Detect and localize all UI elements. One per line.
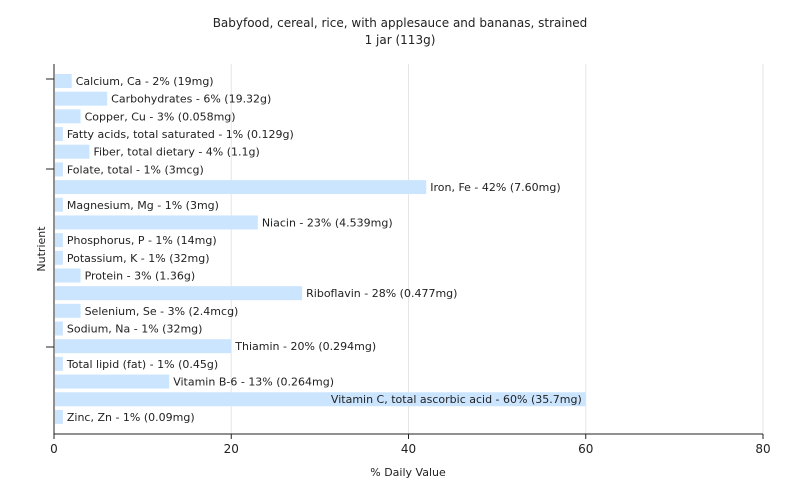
bar-label: Total lipid (fat) - 1% (0.45g) [66,358,218,371]
bar [55,286,303,301]
bar [55,127,63,142]
bar-labels: Calcium, Ca - 2% (19mg) Carbohydrates - 6… [66,75,582,424]
bar [55,180,427,195]
bar [55,91,108,106]
gridlines [230,64,764,434]
bar-label: Riboflavin - 28% (0.477mg) [306,287,457,300]
bar-label: Niacin - 23% (4.539mg) [262,216,393,229]
x-tick-label: 40 [401,442,416,456]
bar-label: Calcium, Ca - 2% (19mg) [76,75,214,88]
chart-title: Babyfood, cereal, rice, with applesauce … [213,16,588,30]
bar [55,233,63,248]
bar-label: Folate, total - 1% (3mcg) [67,163,204,176]
bar-label: Copper, Cu - 3% (0.058mg) [85,110,236,123]
bar-label: Iron, Fe - 42% (7.60mg) [430,181,560,194]
bar [55,250,63,265]
x-axis-title: % Daily Value [370,466,446,479]
bar-label: Vitamin B-6 - 13% (0.264mg) [173,376,334,389]
bar-label: Thiamin - 20% (0.294mg) [234,340,376,353]
bar-label: Selenium, Se - 3% (2.4mcg) [85,305,239,318]
bar-label: Vitamin C, total ascorbic acid - 60% (35… [331,393,582,406]
bar [55,162,63,177]
x-tick-label: 60 [578,442,593,456]
bar [55,356,63,371]
bar [55,392,586,407]
bar [55,374,170,389]
bar-label: Fiber, total dietary - 4% (1.1g) [93,146,259,159]
bar-label: Protein - 3% (1.36g) [85,269,196,282]
bar [55,303,81,318]
bars [55,74,586,424]
bar [55,321,63,336]
x-tick-label: 0 [50,442,58,456]
bar-label: Fatty acids, total saturated - 1% (0.129… [67,128,294,141]
bar-label: Sodium, Na - 1% (32mg) [67,323,203,336]
chart-subtitle: 1 jar (113g) [365,33,436,47]
bar [55,109,81,124]
bar-label: Phosphorus, P - 1% (14mg) [67,234,217,247]
bar-label: Magnesium, Mg - 1% (3mg) [67,199,219,212]
bar [55,74,72,88]
bar [55,215,258,230]
x-tick-label: 80 [755,442,770,456]
x-tick-label: 20 [224,442,239,456]
bar [55,268,81,283]
bar-label: Carbohydrates - 6% (19.32g) [111,93,271,106]
bar-label: Potassium, K - 1% (32mg) [67,252,210,265]
y-axis-title: Nutrient [35,226,48,272]
bar [55,409,63,424]
bar [55,339,232,354]
bar [55,144,90,159]
bar [55,197,63,212]
axes: 0 20 40 60 80 [46,64,771,456]
bar-label: Zinc, Zn - 1% (0.09mg) [67,411,195,424]
